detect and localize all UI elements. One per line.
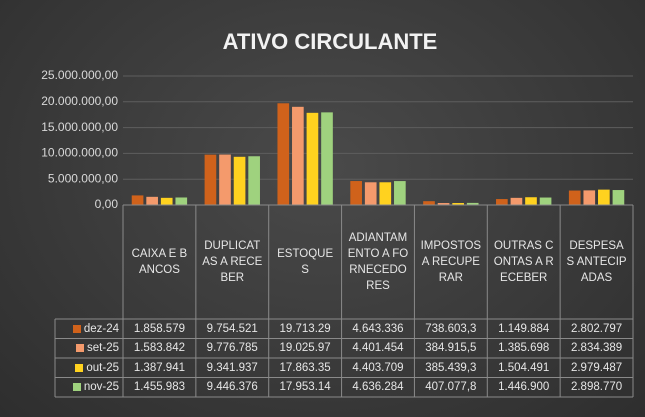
bar [394,181,406,205]
table-value: 2.979.487 [570,361,623,374]
bar [510,197,523,205]
bar [160,197,173,205]
bar [525,197,537,205]
bar [598,189,610,205]
table-value: 9.776.785 [206,342,258,355]
legend-entry: set-25 [55,339,123,359]
table-value: 1.583.842 [133,342,185,355]
table-value: 385.439,3 [425,361,477,374]
category-label: IMPOSTOS A RECUPERAR [420,240,482,284]
legend-label: out-25 [86,361,119,374]
table-value: 17.863.35 [279,361,331,374]
bar [277,103,290,205]
table-value: 4.401.454 [352,342,404,355]
category-label: ADIANTAMENTO A FORNECEDORES [347,232,409,292]
table-value: 9.341.937 [206,361,258,374]
bar [379,182,392,205]
table-value: 1.858.579 [133,322,185,335]
table-value: 1.385.698 [498,342,550,355]
bar [539,197,552,205]
bar [233,156,246,205]
legend-entry: nov-25 [55,378,123,398]
y-tick-label: 0,00 [95,197,119,211]
table-value: 1.504.491 [498,361,550,374]
table-value: 4.403.709 [352,361,404,374]
category-label: CAIXA E BANCOS [131,248,188,276]
table-value: 2.898.770 [570,381,623,394]
bar [423,201,435,205]
bar [612,190,625,205]
legend-entry: dez-24 [55,319,123,339]
table-value: 1.149.884 [498,322,550,335]
bar [321,112,333,205]
table-value: 9.754.521 [206,322,258,335]
legend-key [72,383,81,392]
legend-key [72,324,81,333]
table-value: 2.834.389 [570,342,623,355]
bar [583,190,596,205]
bar [292,106,304,205]
table-value: 19.025.97 [279,342,331,355]
bar [568,190,581,205]
legend-label: dez-24 [83,322,119,335]
bar [248,156,260,205]
y-tick-label: 20.000.000,00 [41,94,118,108]
bar [466,202,479,205]
y-tick-label: 15.000.000,00 [41,120,118,134]
bar [131,195,144,205]
table-value: 9.446.376 [206,381,258,394]
category-label: DUPLICATAS A RECEBER [202,240,263,284]
table-value: 2.802.797 [570,322,623,335]
legend-key [76,344,85,353]
bar [350,181,362,205]
y-tick-label: 5.000.000,00 [48,171,118,185]
y-tick-label: 10.000.000,00 [41,146,118,160]
bar [175,197,188,205]
table-value: 4.636.284 [352,381,404,394]
table-value: 19.713.29 [279,322,331,335]
y-tick-label: 25.000.000,00 [41,68,118,82]
table-value: 1.446.900 [498,381,550,394]
bar [496,199,508,205]
table-value: 17.953.14 [279,381,331,394]
legend-key [75,363,84,372]
bar [437,203,450,205]
bar [306,112,319,205]
category-label: OUTRAS CONTAS A RECEBER [493,240,554,284]
category-label: ESTOQUES [277,248,334,276]
bar [364,182,377,205]
table-value: 1.387.941 [133,361,185,374]
table-value: 384.915,5 [425,342,477,355]
bar [219,154,231,205]
legend-label: set-25 [87,342,119,355]
chart-title: ATIVO CIRCULANTE [223,29,438,54]
table-value: 1.455.983 [133,381,185,394]
table-value: 4.643.336 [352,322,404,335]
bar [452,203,464,205]
category-label: DESPESAS ANTECIPADAS [566,240,627,284]
legend-label: nov-25 [83,381,119,394]
table-value: 407.077,8 [425,381,477,394]
bar [204,154,217,205]
bar [146,196,158,205]
table-value: 738.603,3 [425,322,477,335]
legend-entry: out-25 [55,358,123,378]
